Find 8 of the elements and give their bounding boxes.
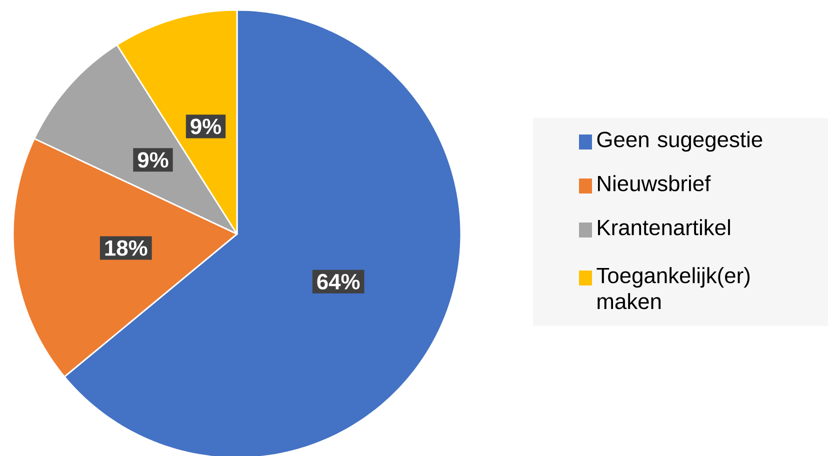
data-label: 18% <box>105 240 148 256</box>
legend-label: Nieuwsbrief <box>598 175 711 192</box>
data-label: 9% <box>190 118 222 134</box>
legend-label: Toegankelijk(er) maken <box>596 267 750 310</box>
data-label: 64% <box>317 274 360 290</box>
legend-label: Geen sugegestie <box>597 131 762 152</box>
data-label: 9% <box>138 152 168 168</box>
legend-label: Krantenartikel <box>598 219 730 236</box>
